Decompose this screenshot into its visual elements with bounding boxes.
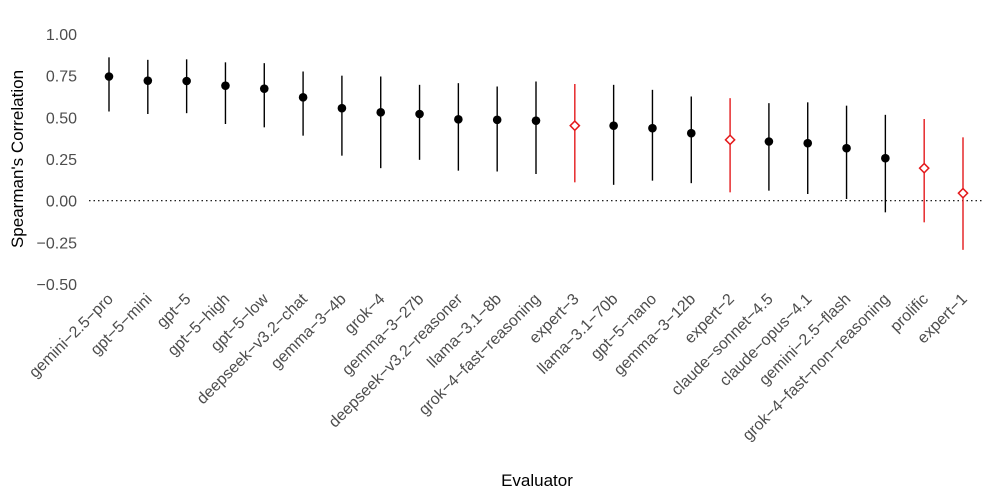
point-estimate xyxy=(298,93,308,102)
evaluator-mark xyxy=(454,83,463,171)
point-estimate xyxy=(648,123,657,133)
evaluator-mark xyxy=(957,137,969,250)
point-estimate-diamond xyxy=(918,162,930,174)
point-estimate xyxy=(842,143,851,153)
evaluator-mark xyxy=(104,57,114,112)
point-estimate xyxy=(143,76,153,85)
y-tick-label: 0.50 xyxy=(46,110,77,127)
point-estimate xyxy=(259,84,269,93)
y-tick-label: 0.25 xyxy=(46,152,77,169)
evaluator-mark xyxy=(686,96,696,184)
y-axis-title: Spearman's Correlation xyxy=(8,70,27,248)
point-estimate xyxy=(337,103,347,113)
evaluator-mark xyxy=(182,59,191,114)
point-estimate-diamond xyxy=(957,187,969,199)
evaluator-mark xyxy=(842,105,851,199)
evaluator-mark xyxy=(376,76,386,169)
evaluator-mark xyxy=(259,63,269,128)
point-estimate-diamond xyxy=(569,120,581,132)
point-estimate xyxy=(376,108,386,117)
y-tick-label: 0.00 xyxy=(46,194,77,211)
evaluator-mark xyxy=(143,59,153,114)
evaluator-mark xyxy=(648,89,657,181)
evaluator-mark xyxy=(531,81,541,174)
point-estimate xyxy=(803,138,813,148)
point-estimate xyxy=(531,116,541,125)
evaluator-mark xyxy=(764,103,774,191)
evaluator-mark xyxy=(724,98,736,193)
evaluator-mark xyxy=(298,71,308,136)
evaluator-mark xyxy=(918,119,930,223)
point-estimate xyxy=(609,121,618,130)
y-tick-label: 1.00 xyxy=(46,27,77,44)
point-estimate xyxy=(881,153,890,163)
evaluator-mark xyxy=(609,84,618,185)
point-range-marks xyxy=(104,57,969,250)
evaluator-mark xyxy=(881,114,890,213)
evaluator-mark xyxy=(337,75,347,156)
evaluator-mark xyxy=(569,84,581,183)
evaluator-mark xyxy=(803,102,813,194)
point-estimate xyxy=(686,128,696,138)
x-axis-title: Evaluator xyxy=(501,471,573,490)
evaluator-mark xyxy=(415,84,424,160)
y-tick-label: −0.50 xyxy=(37,277,78,294)
point-estimate xyxy=(221,81,230,90)
point-estimate xyxy=(182,76,191,86)
point-estimate xyxy=(454,115,463,124)
point-estimate-diamond xyxy=(724,134,736,146)
point-estimate xyxy=(764,137,774,146)
y-tick-label: 0.75 xyxy=(46,69,77,86)
point-estimate xyxy=(104,72,114,81)
point-estimate xyxy=(415,109,424,119)
y-axis-ticks: −0.50 −0.25 0.00 0.25 0.50 0.75 1.00 xyxy=(37,27,78,294)
x-axis-ticks: gemini−2.5−progpt−5−minigpt−5gpt−5−highg… xyxy=(26,290,971,444)
point-estimate xyxy=(492,115,502,125)
evaluator-mark xyxy=(492,86,502,172)
y-tick-label: −0.25 xyxy=(37,235,78,252)
evaluator-mark xyxy=(221,62,230,124)
